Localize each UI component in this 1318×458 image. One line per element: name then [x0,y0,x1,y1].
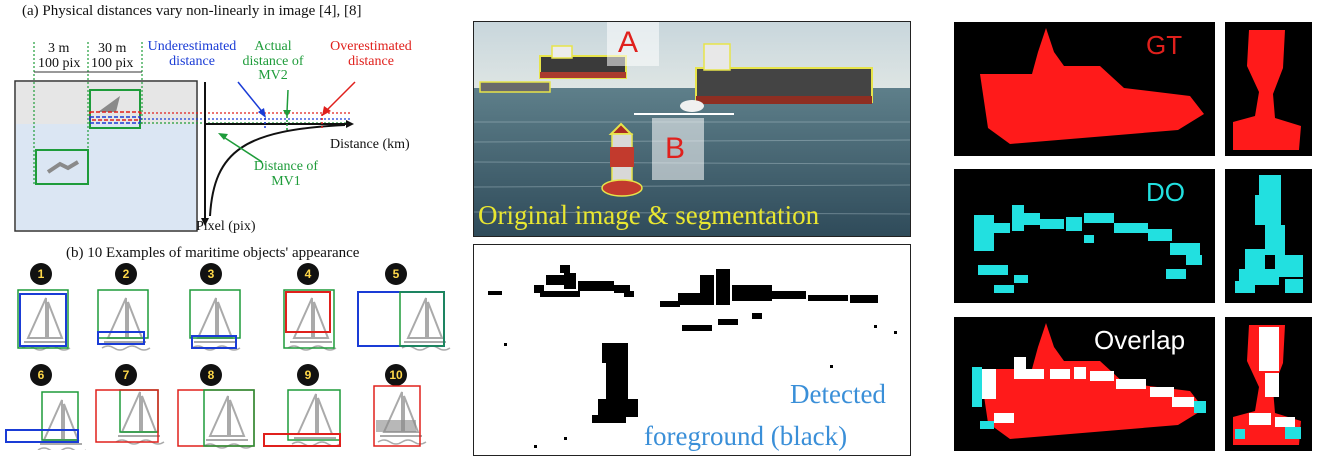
overlap-mask-buoy [1225,317,1312,451]
y-axis-label: Pixel (pix) [196,219,256,234]
kayaker-shape [46,160,80,174]
foreground-panel: Detected foreground (black) [473,244,911,456]
arrow-overestimated [324,81,356,113]
actual-label: Actual distance of MV2 [242,39,304,84]
detected-caption-line2: foreground (black) [644,421,848,451]
x-axis-label: Distance (km) [330,137,410,152]
distance-curve [209,124,346,217]
example-4 [287,297,337,351]
overlap-label: Overlap [1094,325,1186,355]
right-distance: 30 m [98,41,127,56]
gt-mask-boat: GT [954,22,1215,156]
panel-a-caption: (a) Physical distances vary non-linearly… [22,3,362,19]
marker-a: A [618,26,639,59]
foreground-mask [488,265,897,448]
example-9 [291,393,341,447]
fin-shape [98,96,120,112]
example-badge-8: 8 [200,364,222,386]
distance-diagram [14,42,356,232]
example-badge-6: 6 [30,364,52,386]
do-label: DO [1146,177,1185,207]
over-box [89,111,141,121]
example-badge-9: 9 [297,364,319,386]
mv1-label: Distance of MV1 [253,159,319,189]
example-badge-7: 7 [115,364,137,386]
original-image-panel: A B Original image & segmentation [473,21,911,237]
example-3 [191,297,241,351]
example-10 [377,391,427,445]
arrow-underestimated [237,81,265,115]
example-badge-3: 3 [200,263,222,285]
example-badge-5: 5 [385,263,407,285]
detected-caption-line1: Detected [790,379,886,409]
left-distance: 3 m [48,41,70,56]
original-caption: Original image & segmentation [478,200,820,230]
do-mask-boat: DO [954,169,1215,303]
under-box [89,116,141,124]
left-pixels: 100 pix [38,56,81,71]
example-badge-4: 4 [297,263,319,285]
buoy [601,122,643,197]
example-1 [21,297,71,351]
example-2 [101,297,151,351]
underestimated-label: Underestimated distance [147,39,237,69]
ship-a [539,45,627,79]
example-5 [401,297,451,351]
object-box-far [89,89,141,129]
sea-region [16,124,196,230]
panel-b-caption: (b) 10 Examples of maritime objects' app… [66,245,360,261]
overestimated-label: Overestimated distance [330,39,412,69]
example-badge-2: 2 [115,263,137,285]
arrow-actual [286,89,289,113]
examples-grid [5,289,451,450]
example-badge-1: 1 [30,263,52,285]
gt-label: GT [1146,30,1183,60]
do-mask-buoy [1225,169,1312,303]
object-box-near [35,149,89,185]
example-7 [115,391,165,445]
ship-big [695,43,873,104]
overlap-mask-boat: Overlap [954,317,1215,451]
example-8 [203,395,253,449]
right-pixels: 100 pix [91,56,134,71]
example-badge-10: 10 [385,364,407,386]
sea-scene [474,22,910,236]
marker-b: B [665,132,686,165]
arrow-mv1 [221,135,263,163]
gt-mask-buoy [1225,22,1312,156]
